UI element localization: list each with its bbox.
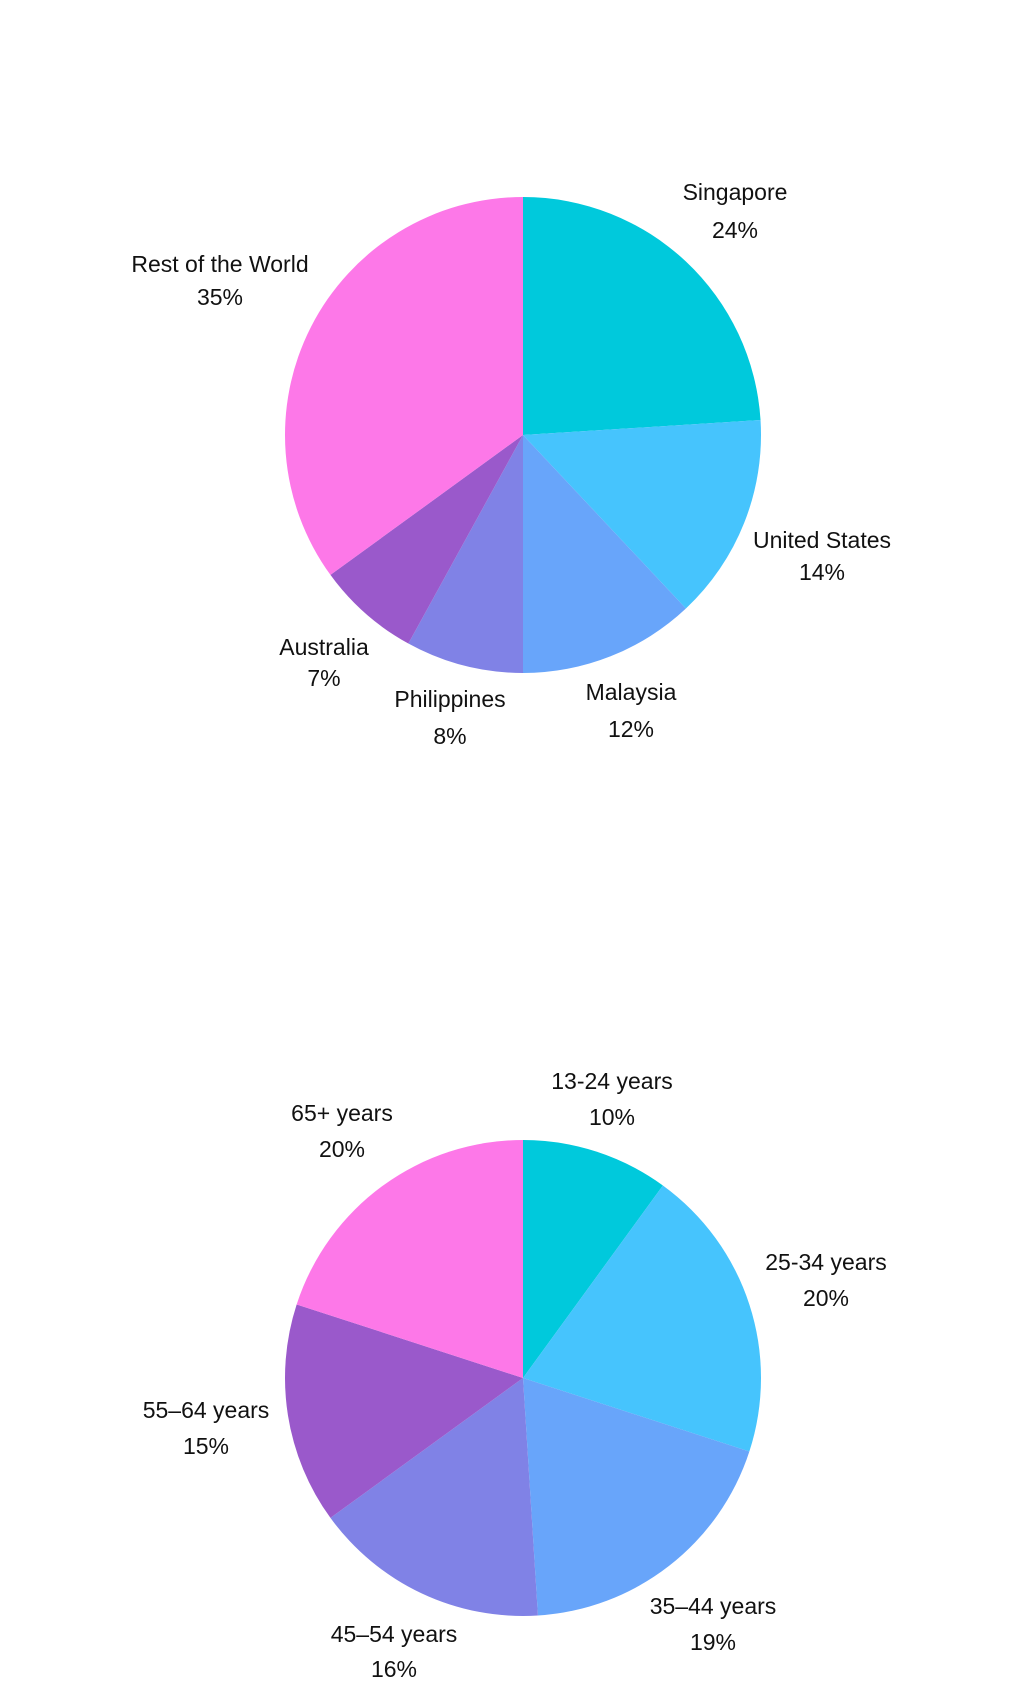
country-slice-rest-of-the-world (284, 197, 523, 575)
country-value-singapore: 24% (712, 217, 758, 243)
country-value-rest-of-the-world: 35% (197, 284, 243, 310)
age-label-35-44-years: 35–44 years (650, 1593, 777, 1619)
country-slice-australia (330, 435, 523, 644)
age-slice-35-44-years (523, 1378, 750, 1616)
age-value-45-54-years: 16% (371, 1656, 417, 1682)
country-slice-united-states (523, 420, 761, 609)
age-value-55-64-years: 15% (183, 1433, 229, 1459)
age-value-25-34-years: 20% (803, 1285, 849, 1311)
age-label-55-64-years: 55–64 years (143, 1397, 270, 1423)
country-label-philippines: Philippines (394, 686, 505, 712)
age-value-65-years: 20% (319, 1136, 365, 1162)
age-slice-55-64-years (284, 1304, 523, 1518)
country-value-united-states: 14% (799, 559, 845, 585)
country-pie-chart: Singapore 24% United States 14% Malaysia 12% P… (131, 179, 891, 749)
country-value-australia: 7% (307, 665, 340, 691)
age-label-13-24-years: 13-24 years (551, 1068, 672, 1094)
age-pie-chart: 13-24 years 10% 25-34 years 20% 35–44 years 1… (143, 1068, 887, 1682)
country-pie-labels: Singapore 24% United States 14% Malaysia 12% P… (131, 179, 891, 749)
age-slice-65-years (296, 1140, 523, 1378)
age-slice-13-24-years (523, 1140, 663, 1378)
age-label-45-54-years: 45–54 years (331, 1621, 458, 1647)
country-slice-malaysia (523, 435, 686, 673)
age-label-65-years: 65+ years (291, 1100, 393, 1126)
country-label-singapore: Singapore (683, 179, 788, 205)
country-slice-philippines (408, 435, 523, 673)
country-label-australia: Australia (279, 634, 369, 660)
country-pie-slices (284, 197, 761, 673)
age-slice-45-54-years (330, 1378, 538, 1616)
country-value-philippines: 8% (433, 723, 466, 749)
country-value-malaysia: 12% (608, 716, 654, 742)
age-pie-slices (284, 1140, 762, 1616)
age-slice-25-34-years (523, 1185, 762, 1452)
country-label-united-states: United States (753, 527, 891, 553)
age-label-25-34-years: 25-34 years (765, 1249, 886, 1275)
age-pie-labels: 13-24 years 10% 25-34 years 20% 35–44 years 1… (143, 1068, 887, 1682)
age-value-35-44-years: 19% (690, 1629, 736, 1655)
age-value-13-24-years: 10% (589, 1104, 635, 1130)
country-slice-singapore (523, 197, 761, 435)
country-label-rest-of-the-world: Rest of the World (131, 251, 308, 277)
country-label-malaysia: Malaysia (586, 679, 677, 705)
